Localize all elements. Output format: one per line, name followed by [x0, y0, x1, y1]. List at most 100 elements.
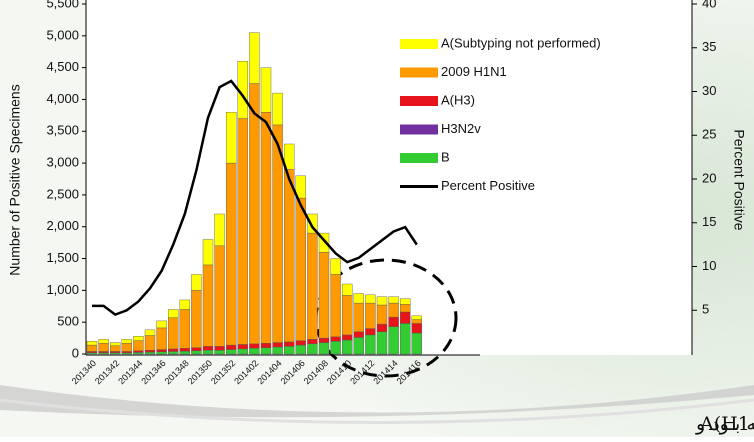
bar-segment	[377, 324, 387, 332]
bar-segment	[191, 290, 201, 347]
bar-segment	[261, 112, 271, 343]
bar-segment	[226, 350, 236, 354]
bar-segment	[133, 352, 143, 354]
bar-segment	[273, 343, 283, 347]
bar-segment	[365, 329, 375, 335]
bar-segment	[389, 327, 399, 354]
bar-segment	[400, 323, 410, 354]
bar-segment	[400, 299, 410, 305]
y2-axis-label: Percent Positive	[731, 129, 747, 230]
bar-segment	[412, 320, 422, 324]
bar-segment	[215, 246, 225, 347]
bar-segment	[307, 339, 317, 343]
bar-segment	[180, 300, 190, 310]
bar-segment	[389, 303, 399, 317]
y-tick-label: 500	[57, 314, 79, 329]
bar-segment	[307, 344, 317, 354]
y2-tick-label: 40	[702, 0, 716, 10]
bar-segment	[180, 351, 190, 354]
legend-swatch	[400, 68, 438, 78]
bar-segment	[191, 274, 201, 290]
bar-segment	[203, 239, 213, 264]
bar-segment	[365, 295, 375, 303]
bar-segment	[400, 312, 410, 323]
bar-segment	[238, 349, 248, 354]
bar-segment	[412, 323, 422, 333]
bar-segment	[354, 303, 364, 332]
bar-segment	[354, 337, 364, 354]
bar-segment	[191, 348, 201, 351]
bar-segment	[145, 350, 155, 352]
bar-segment	[307, 233, 317, 339]
bar-segment	[273, 347, 283, 354]
bar-segment	[377, 297, 387, 305]
bar-segment	[273, 93, 283, 125]
y2-tick-label: 10	[702, 258, 716, 273]
bar-segment	[412, 316, 422, 320]
y2-tick-label: 15	[702, 214, 716, 229]
y-axis-label: Number of Positive Specimens	[7, 84, 23, 275]
bar-segment	[215, 214, 225, 246]
legend-label: H3N2v	[441, 121, 481, 136]
bar-segment	[87, 345, 97, 351]
bar-segment	[168, 351, 178, 354]
bar-segment	[157, 352, 167, 354]
bar-segment	[249, 33, 259, 84]
y2-tick-label: 30	[702, 83, 716, 98]
legend-swatch	[400, 39, 438, 49]
bar-segment	[400, 304, 410, 312]
y2-tick-label: 20	[702, 170, 716, 185]
bar-segment	[99, 343, 109, 351]
bar-segment	[296, 341, 306, 345]
y-tick-label: 3,500	[46, 123, 79, 138]
bar-segment	[261, 68, 271, 113]
bar-segment	[261, 348, 271, 354]
bar-segment	[110, 343, 120, 346]
bar-segment	[238, 344, 248, 348]
bar-segment	[412, 333, 422, 354]
bar-segment	[87, 341, 97, 345]
bar-segment	[354, 294, 364, 304]
bar-segment	[331, 259, 341, 275]
bar-segment	[157, 321, 167, 328]
bar-segment	[99, 339, 109, 343]
bar-segment	[133, 351, 143, 353]
bar-segment	[215, 346, 225, 350]
bar-segment	[389, 317, 399, 327]
slide: Number of Positive Specimens Percent Pos…	[0, 0, 754, 437]
legend-label: Percent Positive	[441, 178, 535, 193]
bar-segment	[365, 335, 375, 354]
bar-segment	[133, 336, 143, 340]
y-tick-label: 1,500	[46, 250, 79, 265]
bar-segment	[249, 344, 259, 348]
legend-label: A(H3)	[441, 92, 475, 107]
bar-segment	[203, 350, 213, 354]
bar-segment	[284, 346, 294, 354]
bar-segment	[180, 348, 190, 351]
bar-segment	[331, 341, 341, 354]
bar-segment	[377, 305, 387, 324]
bar-segment	[296, 345, 306, 354]
legend-label: A(Subtyping not performed)	[441, 35, 601, 50]
bar-segment	[145, 352, 155, 354]
bar-segment	[145, 336, 155, 351]
bar-segment	[110, 346, 120, 352]
page: Number of Positive Specimens Percent Pos…	[0, 0, 754, 437]
bar-segment	[249, 348, 259, 354]
bar-segment	[389, 297, 399, 303]
bar-segment	[319, 252, 329, 338]
bar-segment	[238, 119, 248, 345]
bar-segment	[331, 274, 341, 336]
y-tick-label: 3,000	[46, 155, 79, 170]
bar-segment	[215, 350, 225, 354]
y2-tick-label: 35	[702, 39, 716, 54]
bar-segment	[226, 112, 236, 163]
bar-segment	[191, 351, 201, 354]
bar-segment	[168, 309, 178, 317]
bar-segment	[226, 345, 236, 349]
bar-segment	[145, 330, 155, 336]
bar-segment	[284, 342, 294, 346]
bar-segment	[180, 309, 190, 348]
bar-segment	[319, 343, 329, 354]
bar-segment	[157, 350, 167, 352]
